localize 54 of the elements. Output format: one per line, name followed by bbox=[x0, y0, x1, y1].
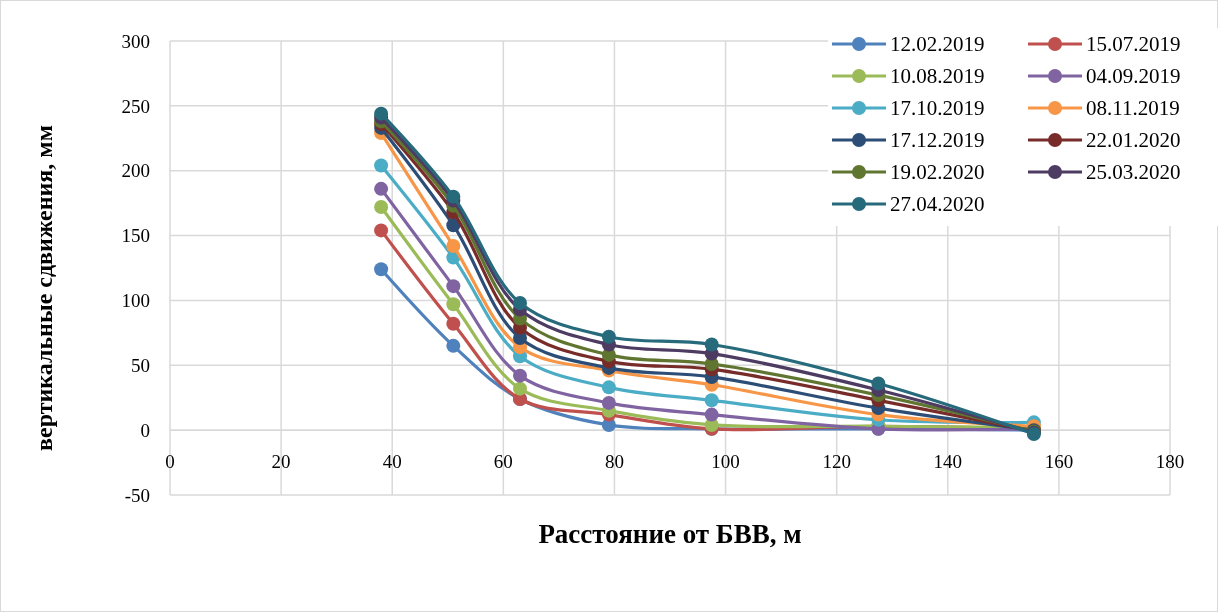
y-tick-label: 300 bbox=[121, 30, 150, 52]
y-tick-label: 200 bbox=[121, 160, 150, 182]
x-tick-label: 40 bbox=[382, 451, 402, 473]
point bbox=[446, 238, 461, 253]
legend-label: 22.01.2020 bbox=[1086, 128, 1181, 153]
legend-label: 25.03.2020 bbox=[1086, 160, 1181, 185]
legend-label: 10.08.2019 bbox=[890, 64, 985, 89]
point bbox=[704, 337, 719, 352]
point bbox=[513, 296, 527, 311]
point bbox=[446, 189, 461, 204]
x-tick-label: 100 bbox=[711, 451, 740, 473]
legend-label: 17.10.2019 bbox=[890, 96, 985, 121]
y-tick-label: 100 bbox=[121, 290, 150, 312]
point bbox=[446, 279, 461, 294]
legend-label: 19.02.2020 bbox=[890, 160, 985, 185]
legend-label: 04.09.2019 bbox=[1086, 64, 1181, 89]
legend-label: 15.07.2019 bbox=[1086, 32, 1181, 57]
legend-label: 27.04.2020 bbox=[890, 192, 985, 217]
point bbox=[446, 316, 461, 331]
point bbox=[374, 223, 389, 238]
x-tick-label: 0 bbox=[165, 451, 175, 473]
legend-label: 08.11.2019 bbox=[1086, 96, 1180, 121]
point bbox=[446, 218, 461, 233]
point bbox=[374, 106, 389, 121]
point bbox=[601, 380, 616, 395]
point bbox=[374, 262, 389, 277]
point bbox=[446, 338, 461, 353]
y-axis-title: вертикальные сдвижения, мм bbox=[31, 125, 57, 451]
y-tick-label: -50 bbox=[124, 484, 150, 506]
x-tick-label: 80 bbox=[604, 451, 624, 473]
legend-label: 12.02.2019 bbox=[890, 32, 985, 57]
point bbox=[704, 393, 719, 408]
point bbox=[513, 381, 527, 396]
x-tick-label: 20 bbox=[271, 451, 291, 473]
point bbox=[513, 368, 527, 383]
y-tick-label: 0 bbox=[140, 419, 150, 441]
point bbox=[374, 200, 389, 215]
point bbox=[871, 376, 886, 391]
point bbox=[374, 181, 389, 196]
x-axis-title: Расстояние от БВВ, м bbox=[538, 519, 802, 549]
x-tick-label: 60 bbox=[493, 451, 513, 473]
y-tick-label: 250 bbox=[121, 95, 150, 117]
point bbox=[601, 329, 616, 344]
x-tick-label: 120 bbox=[822, 451, 851, 473]
x-tick-label: 140 bbox=[933, 451, 963, 473]
y-tick-label: 50 bbox=[131, 354, 150, 376]
point bbox=[704, 407, 719, 422]
point bbox=[374, 158, 389, 173]
point bbox=[601, 395, 616, 410]
legend-label: 17.12.2019 bbox=[890, 128, 985, 153]
x-tick-label: 180 bbox=[1155, 451, 1185, 473]
point bbox=[446, 297, 461, 312]
y-tick-label: 150 bbox=[121, 225, 150, 247]
x-tick-label: 160 bbox=[1044, 451, 1074, 473]
